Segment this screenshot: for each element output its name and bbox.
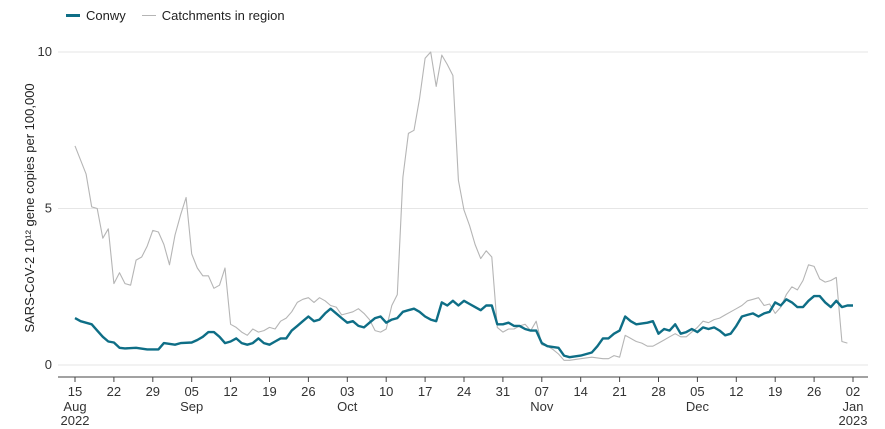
- x-tick-label: 17: [418, 384, 432, 399]
- x-tick-label: 03: [340, 384, 354, 399]
- x-tick-sublabel: Jan: [843, 399, 864, 414]
- gridlines: [58, 51, 868, 366]
- x-tick-label: 12: [223, 384, 237, 399]
- x-tick-sublabel: 2023: [839, 413, 868, 428]
- x-tick-label: 05: [690, 384, 704, 399]
- x-tick-label: 28: [651, 384, 665, 399]
- x-tick-label: 07: [535, 384, 549, 399]
- y-axis-label: SARS-CoV-2 10¹² gene copies per 100,000: [22, 83, 37, 332]
- x-tick-label: 26: [807, 384, 821, 399]
- y-tick-label: 5: [45, 201, 52, 216]
- legend-swatch-conwy: [66, 14, 80, 17]
- legend: Conwy Catchments in region: [66, 8, 301, 23]
- series-layer: [74, 51, 853, 361]
- x-tick-label: 22: [107, 384, 121, 399]
- x-tick-label: 14: [573, 384, 587, 399]
- x-tick-label: 31: [496, 384, 510, 399]
- x-tick-label: 21: [612, 384, 626, 399]
- x-tick-sublabel: Nov: [530, 399, 554, 414]
- legend-label-catchments: Catchments in region: [161, 8, 285, 23]
- y-tick-label: 0: [45, 357, 52, 372]
- legend-label-conwy: Conwy: [86, 8, 126, 23]
- series-line-conwy[interactable]: [74, 294, 853, 359]
- x-tick-label: 05: [184, 384, 198, 399]
- legend-item-conwy[interactable]: Conwy: [66, 8, 126, 23]
- x-tick-label: 15: [68, 384, 82, 399]
- series-line-catchments[interactable]: [74, 51, 848, 361]
- x-tick-label: 10: [379, 384, 393, 399]
- x-tick-label: 12: [729, 384, 743, 399]
- legend-item-catchments[interactable]: Catchments in region: [141, 8, 285, 23]
- x-tick-label: 19: [262, 384, 276, 399]
- x-tick-sublabel: Dec: [686, 399, 710, 414]
- x-tick-label: 29: [146, 384, 160, 399]
- x-tick-label: 19: [768, 384, 782, 399]
- x-tick-sublabel: Oct: [337, 399, 358, 414]
- x-tick-sublabel: Sep: [180, 399, 203, 414]
- x-tick-sublabel: 2022: [61, 413, 90, 428]
- x-tick-label: 02: [846, 384, 860, 399]
- x-tick-label: 24: [457, 384, 471, 399]
- legend-swatch-catchments: [141, 15, 156, 16]
- x-tick-label: 26: [301, 384, 315, 399]
- x-tick-sublabel: Aug: [63, 399, 86, 414]
- y-tick-label: 10: [38, 44, 52, 59]
